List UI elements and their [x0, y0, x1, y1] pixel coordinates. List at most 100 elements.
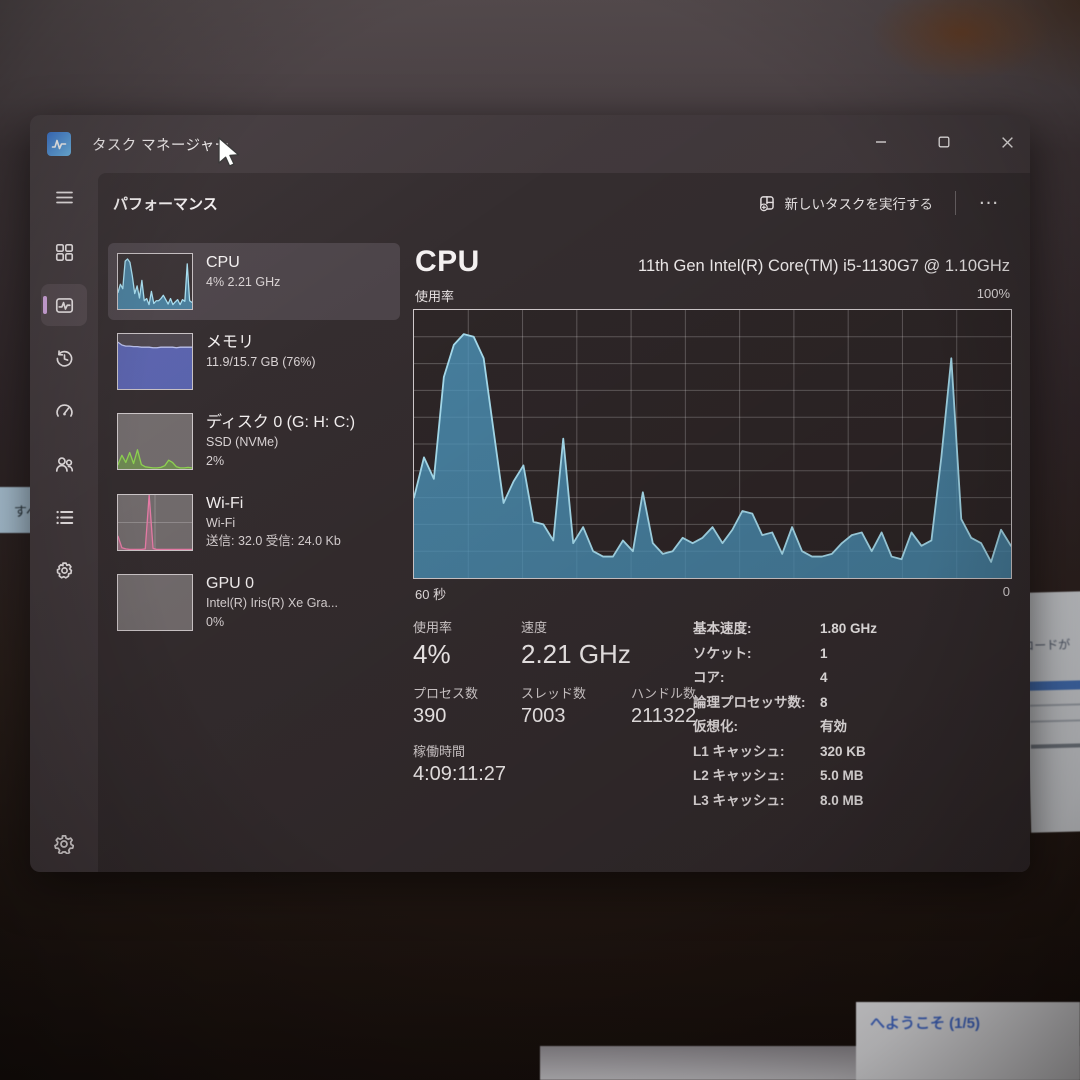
list-item-disk[interactable]: ディスク 0 (G: H: C:) SSD (NVMe) 2%	[108, 403, 400, 481]
stat-label: プロセス数	[413, 686, 479, 701]
task-manager-window: タスク マネージャー	[30, 115, 1030, 872]
spec-value: 320 KB	[820, 743, 866, 759]
spec-value: 1	[820, 645, 828, 661]
gpu-sparkline	[117, 574, 193, 631]
wifi-sparkline	[117, 493, 193, 551]
spec-value: 有効	[820, 719, 847, 734]
task-manager-app-icon	[47, 132, 71, 156]
sidebar-item-app-history[interactable]	[41, 337, 87, 379]
memory-sparkline	[117, 333, 193, 390]
list-item-sub: Wi-Fi	[206, 515, 236, 530]
background-right-window: コードが	[1024, 591, 1080, 833]
stat-value-handles: 211322	[631, 705, 697, 727]
spec-label: 論理プロセッサ数:	[693, 694, 806, 710]
window-body: パフォーマンス 新しいタスクを実行する	[30, 173, 1030, 872]
content-panel: パフォーマンス 新しいタスクを実行する	[98, 173, 1030, 872]
cpu-usage-chart	[413, 309, 1012, 579]
details-icon	[55, 510, 73, 524]
sidebar-item-startup-apps[interactable]	[41, 390, 87, 432]
run-new-task-label: 新しいタスクを実行する	[784, 197, 934, 212]
background-welcome-text: へようこそ (1/5)	[870, 1015, 981, 1032]
mouse-cursor	[218, 137, 240, 167]
toolbar: パフォーマンス 新しいタスクを実行する	[98, 173, 1030, 233]
spec-value: 8	[820, 694, 828, 710]
spec-label: L2 キャッシュ:	[693, 768, 785, 783]
disk-sparkline	[117, 413, 193, 470]
cpu-detail-pane: CPU 11th Gen Intel(R) Core(TM) i5-1130G7…	[400, 243, 1012, 872]
sidebar-item-services[interactable]	[41, 549, 87, 591]
more-options-button[interactable]: …	[968, 187, 1010, 213]
gear-icon	[54, 835, 75, 855]
list-item-cpu[interactable]: CPU 4% 2.21 GHz	[108, 243, 400, 320]
toolbar-divider	[955, 191, 956, 215]
list-item-sub: 0%	[206, 614, 225, 629]
list-item-sub: 送信: 32.0 受信: 24.0 Kb	[206, 534, 341, 549]
background-right-window-bar	[1027, 680, 1080, 691]
cpu-stats-left: 使用率 4% 速度 2.21 GHz	[413, 617, 696, 813]
maximize-button[interactable]	[924, 119, 964, 165]
spec-label: L1 キャッシュ:	[693, 743, 785, 759]
stat-label: ハンドル数	[631, 686, 697, 701]
close-button[interactable]	[987, 119, 1027, 165]
stat-value-processes: 390	[413, 705, 447, 727]
spec-value: 5.0 MB	[820, 768, 864, 783]
minimize-button[interactable]	[861, 119, 901, 165]
background-right-window-line	[1030, 743, 1080, 749]
hamburger-icon	[55, 191, 73, 203]
chart-xright-label: 0	[1002, 584, 1010, 599]
list-item-sub: 11.9/15.7 GB (76%)	[206, 355, 316, 369]
list-item-gpu[interactable]: GPU 0 Intel(R) Iris(R) Xe Gra... 0%	[108, 564, 400, 642]
background-welcome-window: へようこそ (1/5)	[856, 1002, 1080, 1080]
cpu-stats-right: 基本速度: 1.80 GHz ソケット: 1 コア: 4 論理プロセッサ数: 8 仮想化…	[691, 617, 877, 813]
chart-ymax-label: 100%	[976, 286, 1010, 301]
list-item-title: CPU	[206, 254, 240, 271]
list-item-title: GPU 0	[206, 575, 255, 592]
ellipsis-icon: …	[978, 186, 1000, 209]
cpu-sparkline	[117, 253, 193, 310]
run-new-task-button[interactable]: 新しいタスクを実行する	[749, 184, 944, 222]
list-item-memory[interactable]: メモリ 11.9/15.7 GB (76%)	[108, 323, 400, 400]
sidebar-item-details[interactable]	[41, 496, 87, 538]
services-icon	[56, 561, 72, 579]
spec-label: コア:	[693, 670, 725, 685]
list-item-sub: Intel(R) Iris(R) Xe Gra...	[206, 596, 338, 610]
stat-label: スレッド数	[521, 686, 587, 701]
page-title: パフォーマンス	[113, 195, 218, 213]
navigation-menu-button[interactable]	[43, 179, 85, 215]
sidebar-item-processes[interactable]	[41, 231, 87, 273]
sidebar-item-performance[interactable]	[41, 284, 87, 326]
list-item-wifi[interactable]: Wi-Fi Wi-Fi 送信: 32.0 受信: 24.0 Kb	[108, 484, 400, 562]
minimize-icon	[876, 141, 886, 143]
performance-page: CPU 4% 2.21 GHz メモリ 11.9/15.7 GB (76%)	[98, 233, 1030, 872]
chart-xleft-label: 60 秒	[415, 587, 447, 602]
sidebar-item-users[interactable]	[41, 443, 87, 485]
spec-label: ソケット:	[693, 645, 752, 661]
caption-buttons	[861, 119, 1027, 165]
spec-label: L3 キャッシュ:	[693, 792, 785, 808]
chart-usage-label: 使用率	[415, 289, 455, 304]
title-bar: タスク マネージャー	[30, 115, 1030, 173]
window-title: タスク マネージャー	[92, 137, 230, 154]
stat-value-uptime: 4:09:11:27	[413, 763, 507, 785]
stat-label: 使用率	[413, 620, 453, 635]
detail-title: CPU	[415, 245, 480, 278]
users-icon	[55, 456, 73, 472]
processes-icon	[55, 243, 73, 261]
spec-value: 4	[820, 670, 828, 685]
spec-label: 基本速度:	[693, 621, 752, 636]
history-icon	[56, 349, 72, 367]
background-right-window-text: コードが	[1024, 637, 1071, 653]
performance-icon	[55, 297, 73, 313]
performance-list: CPU 4% 2.21 GHz メモリ 11.9/15.7 GB (76%)	[108, 243, 400, 872]
background-right-window-line	[1030, 719, 1080, 723]
stat-value-threads: 7003	[521, 705, 566, 727]
cpu-model-name: 11th Gen Intel(R) Core(TM) i5-1130G7 @ 1…	[638, 257, 1010, 275]
settings-button[interactable]	[48, 833, 80, 858]
maximize-icon	[938, 136, 950, 148]
stat-value-usage: 4%	[413, 639, 451, 669]
list-item-title: メモリ	[206, 334, 255, 351]
spec-label: 仮想化:	[693, 719, 738, 734]
list-item-sub: SSD (NVMe)	[206, 435, 279, 449]
startup-icon	[55, 403, 73, 417]
